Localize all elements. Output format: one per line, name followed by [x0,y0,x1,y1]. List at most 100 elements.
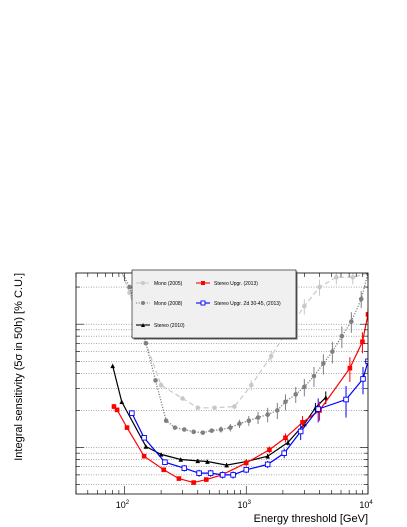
data-point [285,440,291,445]
data-point [219,472,226,478]
data-point [172,425,178,430]
data-point [127,290,132,295]
data-point [178,457,184,462]
data-point [300,420,305,425]
legend-entry: Mono (2008) [136,301,183,307]
y-tick-label: 2 [67,0,72,2]
data-point [181,427,187,432]
data-point [141,301,145,305]
data-point [347,365,353,371]
legend-entry: Mono (2005) [136,281,183,287]
series-line [131,361,368,476]
data-point [243,460,249,466]
data-point [365,312,368,317]
data-point [275,408,280,413]
x-tick-label: 102 [116,500,130,510]
y-tick-label: 20 [62,0,72,2]
data-point [339,333,345,339]
data-point [264,461,271,468]
series-line [121,273,368,434]
series-2 [110,363,329,468]
data-point [281,450,287,456]
data-point [161,467,166,473]
data-point [237,421,242,427]
data-point [283,399,288,405]
series-line [112,365,327,466]
data-point [119,399,125,405]
data-point [110,363,115,369]
data-point [201,281,205,285]
data-point [205,459,210,464]
axis-tick-labels: 0.5121020 102 103 104 [59,0,373,510]
data-point [111,404,117,409]
data-point [283,435,288,441]
data-point [195,458,201,464]
data-point [246,418,252,424]
data-point [265,412,270,417]
data-point [162,459,168,465]
data-point [129,410,135,416]
data-point [141,453,147,459]
data-point [302,303,307,309]
data-point [358,296,364,302]
data-point [191,429,196,435]
data-point [180,396,185,401]
data-point [163,418,169,424]
data-point [302,384,307,390]
data-point [141,281,145,285]
y-tick-label: 0.5 [59,0,72,2]
data-point [114,407,120,413]
data-point [158,382,164,388]
legend-label: Stereo Upgr. Zd 30-45, (2013) [214,301,281,307]
legend-entry: Stereo (2010) [136,323,185,329]
x-tick-label: 103 [238,500,252,510]
data-point [360,339,365,345]
data-point [143,444,149,449]
series-layer [110,273,368,485]
data-point [195,405,201,411]
data-point [143,340,149,346]
y-axis-label: Integral sensitivity (5σ in 50h) [% C.U.… [13,273,25,461]
data-point [153,378,158,383]
data-point [127,284,132,290]
legend-label: Mono (2005) [154,281,183,287]
series-4 [129,351,368,479]
data-point [209,428,214,433]
series-line [121,273,368,409]
data-point [243,467,249,473]
data-point [141,435,147,441]
data-point [255,415,261,420]
data-point [181,465,188,471]
data-point [365,273,368,276]
data-point [224,462,229,468]
data-point [212,405,217,411]
data-point [191,480,196,485]
data-point [230,472,236,478]
data-point [218,427,224,432]
data-point [334,274,339,280]
data-point [317,284,322,290]
y-tick-label: 1 [67,0,72,2]
data-point [141,323,145,327]
data-point [267,447,272,453]
data-point [232,404,237,409]
legend-entry: Stereo Upgr. (2013) [196,281,258,287]
data-point [207,470,214,476]
data-point [315,406,321,412]
data-point [203,477,209,482]
legend: Mono (2005) Stereo Upgr. (2013) Mono (2008… [131,269,298,340]
x-tick-label: 104 [359,500,373,510]
legend-entry: Stereo Upgr. Zd 30-45, (2013) [196,300,281,307]
data-point [311,373,317,379]
data-point [228,425,233,430]
data-point [196,470,202,476]
legend-box [131,269,297,339]
y-tick-label: 10 [62,0,72,2]
legend-label: Mono (2008) [154,301,183,307]
data-point [323,395,329,400]
data-point [330,349,335,354]
data-point [268,353,274,359]
data-point [350,274,356,280]
